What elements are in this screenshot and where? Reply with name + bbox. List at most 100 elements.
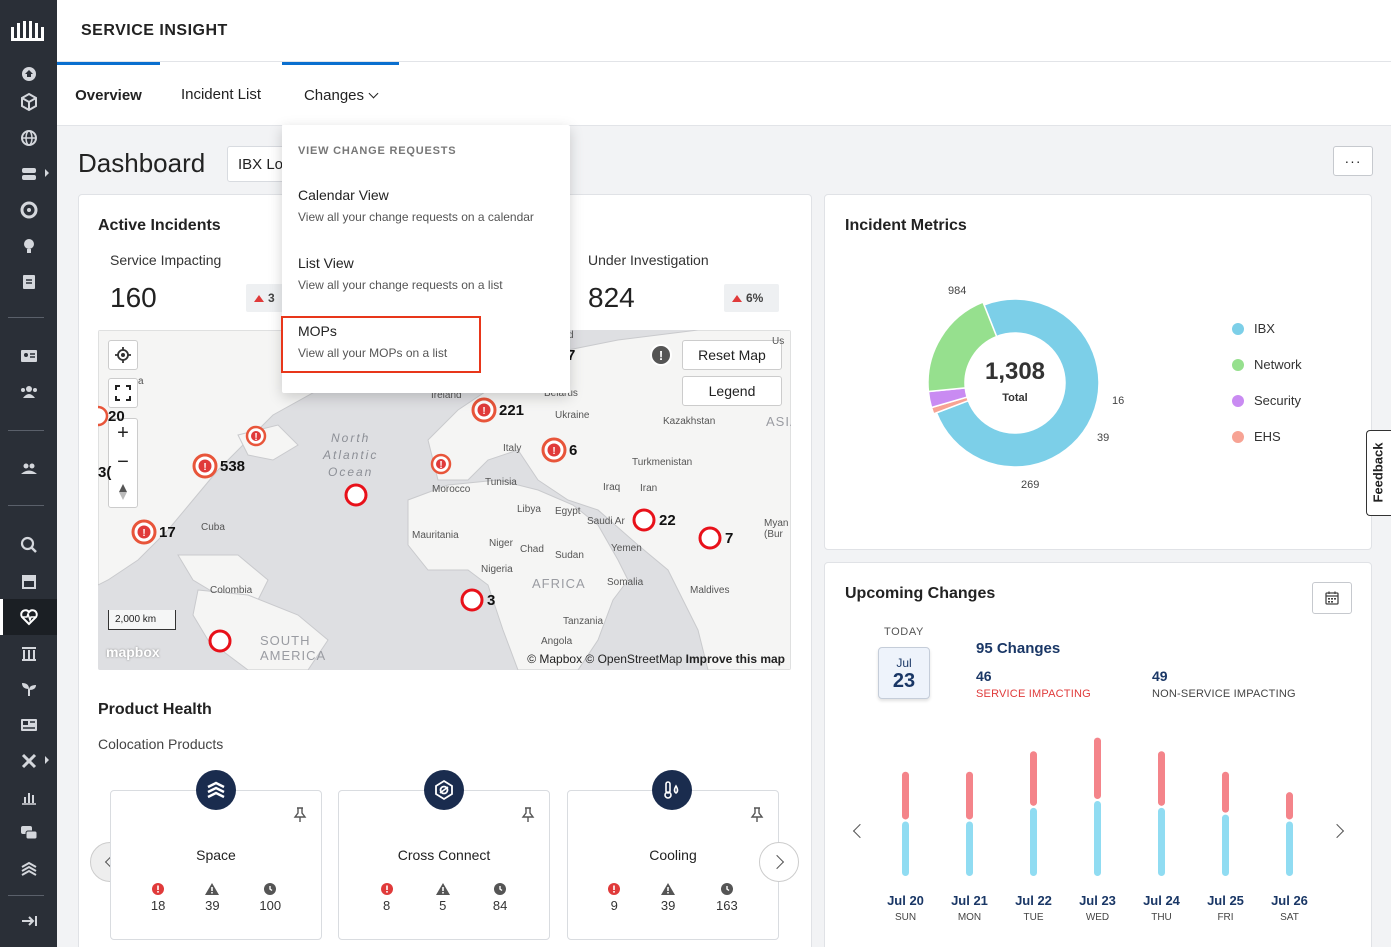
tab-changes-label: Changes xyxy=(303,87,365,104)
legend-item-ibx[interactable]: IBX xyxy=(1232,321,1275,336)
donut-label-ibx: 984 xyxy=(948,285,967,297)
bar-impacting[interactable] xyxy=(1286,792,1293,820)
heartbeat-icon[interactable] xyxy=(0,599,57,635)
pin-icon[interactable] xyxy=(293,807,307,823)
attribution-text[interactable]: © Mapbox © OpenStreetMap xyxy=(527,652,683,666)
locate-me-button[interactable] xyxy=(108,340,138,370)
calendar-button[interactable] xyxy=(1312,582,1352,614)
improve-map-link[interactable]: Improve this map xyxy=(685,652,785,666)
rail-divider xyxy=(8,895,44,896)
dropdown-item-title: MOPs xyxy=(298,323,337,339)
layers-icon xyxy=(196,770,236,810)
fullscreen-button[interactable] xyxy=(108,378,138,408)
bar-impacting[interactable] xyxy=(1158,751,1165,806)
place-label: Tunisia xyxy=(485,477,517,488)
marker-count[interactable]: 3( xyxy=(98,464,112,481)
marker-count[interactable]: 6 xyxy=(569,442,578,459)
id-card-icon[interactable] xyxy=(0,338,57,374)
tab-incident-list[interactable]: Incident List xyxy=(180,85,262,103)
bar-non-impacting[interactable] xyxy=(966,821,973,876)
gear-icon[interactable] xyxy=(0,192,57,228)
tab-changes[interactable]: Changes xyxy=(282,62,399,126)
bar-date: Jul 26 xyxy=(1271,893,1308,908)
marker-count[interactable]: 22 xyxy=(659,512,676,529)
cube-icon[interactable] xyxy=(0,84,57,120)
search-icon[interactable] xyxy=(0,527,57,563)
more-options-button[interactable]: ··· xyxy=(1333,146,1373,176)
document-icon[interactable] xyxy=(0,264,57,300)
store-icon[interactable] xyxy=(0,563,57,599)
bar-non-impacting[interactable] xyxy=(1030,807,1037,876)
feedback-tab[interactable]: Feedback xyxy=(1366,430,1391,516)
donut-slice-ibx[interactable] xyxy=(935,298,1100,468)
layers-icon[interactable] xyxy=(0,851,57,887)
place-label: Yemen xyxy=(611,543,642,554)
dropdown-item-mops[interactable]: MOPs View all your MOPs on a list xyxy=(298,323,447,360)
legend-button[interactable]: Legend xyxy=(682,376,782,406)
server-icon[interactable] xyxy=(0,156,57,192)
place-label: Italy xyxy=(503,443,522,454)
pin-icon[interactable] xyxy=(750,807,764,823)
globe-icon[interactable] xyxy=(0,120,57,156)
chat-icon[interactable] xyxy=(0,815,57,851)
zoom-out-button[interactable]: − xyxy=(117,451,129,474)
bar-impacting[interactable] xyxy=(1094,737,1101,799)
donut-slice-network[interactable] xyxy=(927,301,998,393)
zoom-in-button[interactable]: + xyxy=(117,422,129,445)
product-card-space[interactable]: Space 18 39 100 xyxy=(110,790,322,940)
team-icon[interactable] xyxy=(0,450,57,486)
users-icon[interactable] xyxy=(0,374,57,410)
bar-non-impacting[interactable] xyxy=(1222,814,1229,876)
building-icon[interactable] xyxy=(0,635,57,671)
bar-impacting[interactable] xyxy=(1030,751,1037,806)
bar-non-impacting[interactable] xyxy=(1286,821,1293,876)
bar-impacting[interactable] xyxy=(1222,771,1229,813)
bar-impacting[interactable] xyxy=(902,771,909,820)
donut-label-network: 269 xyxy=(1021,479,1040,491)
marker-count[interactable]: 538 xyxy=(220,458,246,475)
product-card-cooling[interactable]: Cooling 9 39 163 xyxy=(567,790,779,940)
legend-item-security[interactable]: Security xyxy=(1232,393,1301,408)
marker-count[interactable]: 7 xyxy=(725,530,734,547)
equinix-logo-icon[interactable] xyxy=(0,0,57,62)
legend-item-ehs[interactable]: EHS xyxy=(1232,429,1281,444)
pending-value: 84 xyxy=(492,898,508,913)
incident-donut-chart[interactable] xyxy=(915,283,1115,483)
next-products-button[interactable] xyxy=(759,842,799,882)
pending-count: 100 xyxy=(259,883,281,913)
marker-count[interactable]: 17 xyxy=(159,524,176,541)
bar-day-label: Jul 24 THU xyxy=(1137,893,1187,923)
info-alert-icon[interactable]: ! xyxy=(650,344,672,366)
product-card-cross-connect[interactable]: Cross Connect 8 5 84 xyxy=(338,790,550,940)
bar-non-impacting[interactable] xyxy=(1158,807,1165,876)
place-label: Myan (Bur xyxy=(764,518,789,540)
reset-map-button[interactable]: Reset Map xyxy=(682,340,782,370)
pending-count: 84 xyxy=(493,883,507,913)
critical-count: 18 xyxy=(151,883,165,913)
warning-icon xyxy=(661,883,676,895)
bar-non-impacting[interactable] xyxy=(902,821,909,876)
bar-non-impacting[interactable] xyxy=(1094,801,1101,876)
newspaper-icon[interactable] xyxy=(0,707,57,743)
compass-icon[interactable] xyxy=(118,478,128,507)
bar-chart-icon[interactable] xyxy=(0,779,57,815)
marker-count[interactable]: 7 xyxy=(567,347,576,364)
marker-count[interactable]: 221 xyxy=(499,402,525,419)
marker-count[interactable]: 20 xyxy=(108,408,125,425)
mapbox-logo[interactable]: mapbox xyxy=(106,644,160,660)
place-label: Iraq xyxy=(603,482,621,493)
bar-impacting[interactable] xyxy=(966,771,973,820)
marker-count[interactable]: 3 xyxy=(487,592,496,609)
legend-item-network[interactable]: Network xyxy=(1232,357,1302,372)
expand-nav-icon[interactable] xyxy=(0,903,57,939)
home-icon[interactable] xyxy=(0,62,57,86)
calendar-icon xyxy=(1325,591,1339,605)
dropdown-item-list-view[interactable]: List View View all your change requests … xyxy=(298,255,503,292)
pin-icon[interactable] xyxy=(521,807,535,823)
dropdown-item-calendar-view[interactable]: Calendar View View all your change reque… xyxy=(298,187,534,224)
tools-icon[interactable] xyxy=(0,743,57,779)
place-label: Nigeria xyxy=(481,564,513,575)
lightbulb-icon[interactable] xyxy=(0,228,57,264)
tab-overview[interactable]: Overview xyxy=(57,62,160,126)
sprout-icon[interactable] xyxy=(0,671,57,707)
